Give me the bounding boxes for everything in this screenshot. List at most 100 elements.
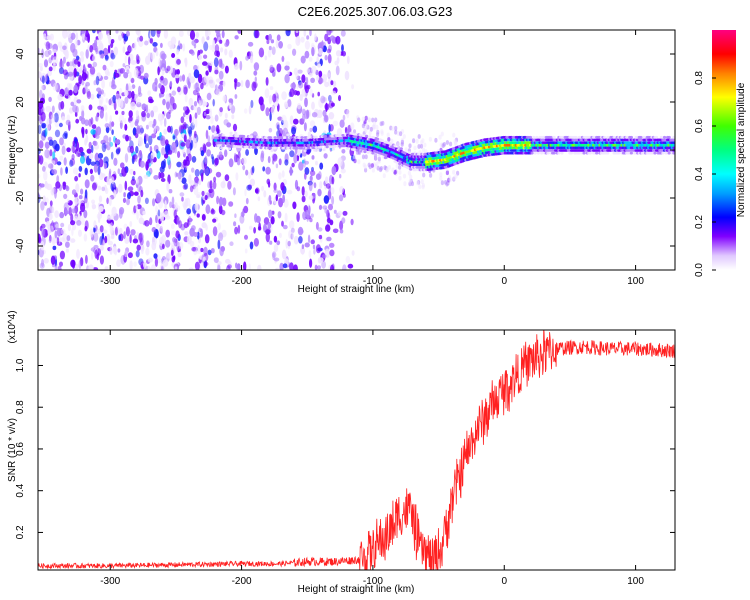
heatmap-cell (296, 186, 301, 192)
heatmap-cell (49, 33, 55, 41)
heatmap-cell (281, 170, 285, 178)
heatmap-cell (205, 110, 209, 115)
heatmap-cell (124, 55, 128, 64)
heatmap-cell (292, 48, 297, 56)
heatmap-cell (75, 183, 80, 194)
heatmap-cell (653, 151, 657, 155)
heatmap-cell (253, 70, 258, 76)
heatmap-cell (403, 181, 407, 187)
heatmap-cell (67, 71, 74, 77)
colorbar-label: Normalized spectral amplitude (736, 82, 747, 217)
heatmap-cell (92, 61, 98, 68)
heatmap-cell (171, 230, 176, 236)
heatmap-cell (203, 41, 209, 52)
heatmap-cell (274, 267, 280, 270)
heatmap-cell (333, 209, 337, 214)
heatmap-cell (38, 101, 44, 109)
heatmap-cell (118, 209, 123, 219)
colorbar-tick-label: 0.4 (694, 167, 705, 181)
heatmap-cell (321, 40, 324, 51)
heatmap-cell (441, 143, 445, 149)
heatmap-cell (81, 79, 85, 86)
heatmap-cell (191, 156, 197, 163)
heatmap-cell (150, 110, 155, 118)
heatmap-cell (194, 169, 200, 177)
heatmap-cell (133, 41, 137, 51)
heatmap-cell (180, 142, 186, 147)
heatmap-cell (291, 126, 297, 135)
heatmap-cell (268, 33, 272, 41)
heatmap-cell (48, 66, 53, 72)
heatmap-cell (54, 223, 60, 228)
heatmap-cell (70, 213, 74, 223)
heatmap-cell (251, 81, 257, 92)
heatmap-cell (189, 114, 192, 123)
heatmap-cell (280, 182, 285, 191)
heatmap-cell (363, 164, 367, 170)
heatmap-cell (151, 133, 157, 139)
heatmap-cell (189, 76, 195, 84)
heatmap-cell (160, 178, 166, 182)
snr-ytick-label: 0.6 (15, 442, 26, 456)
heatmap-cell (326, 48, 332, 54)
heatmap-cell (364, 115, 368, 121)
heatmap-cell (324, 176, 329, 184)
heatmap-cell (603, 135, 607, 139)
heatmap-cell (210, 115, 214, 124)
heatmap-cell (91, 202, 96, 210)
heatmap-cell (350, 218, 354, 226)
heatmap-cell (222, 80, 226, 87)
heatmap-cell (445, 170, 449, 176)
heatmap-cell (321, 260, 326, 269)
heatmap-cell (330, 264, 335, 270)
heatmap-cell (121, 167, 127, 177)
heatmap-cell (55, 181, 61, 189)
heatmap-cell (448, 177, 452, 183)
spectrogram-x-label: Height of straight line (km) (298, 284, 415, 295)
heatmap-cell (227, 147, 232, 151)
heatmap-cell (181, 196, 184, 202)
heatmap-cell (279, 232, 282, 238)
heatmap-cell (117, 97, 122, 108)
heatmap-cell (445, 140, 449, 145)
heatmap-cell (43, 258, 49, 264)
heatmap-cell (105, 187, 109, 194)
heatmap-cell (202, 256, 206, 262)
heatmap-cell (318, 257, 324, 263)
heatmap-cell (180, 125, 184, 134)
heatmap-cell (243, 261, 247, 270)
snr-y-label: SNR (10 * v/v) (7, 418, 18, 482)
heatmap-cell (77, 152, 81, 157)
heatmap-cell (391, 167, 395, 173)
heatmap-cell (217, 222, 221, 231)
heatmap-cell (177, 151, 181, 158)
heatmap-cell (84, 225, 88, 232)
heatmap-cell (252, 81, 258, 89)
heatmap-cell (73, 59, 79, 65)
heatmap-cell (201, 36, 205, 45)
heatmap-cell (283, 136, 287, 139)
heatmap-cell (44, 127, 48, 137)
heatmap-cell (184, 231, 189, 236)
heatmap-cell (191, 167, 195, 173)
heatmap-cell (194, 261, 200, 270)
heatmap-cell (49, 149, 53, 157)
heatmap-cell (286, 146, 290, 150)
heatmap-cell (184, 59, 188, 68)
heatmap-cell (101, 142, 107, 153)
heatmap-cell (101, 53, 104, 59)
heatmap-cell (137, 136, 143, 147)
heatmap-cell (263, 190, 267, 198)
heatmap-cell (263, 217, 270, 225)
heatmap-cell (128, 56, 131, 66)
heatmap-cell (103, 75, 109, 80)
heatmap-cell (275, 163, 279, 169)
heatmap-cell (287, 43, 292, 50)
heatmap-cell (102, 104, 108, 111)
heatmap-cell (407, 170, 411, 176)
heatmap-cell (248, 263, 251, 270)
heatmap-cell (532, 135, 536, 139)
heatmap-cell (110, 227, 115, 238)
heatmap-cell (38, 236, 42, 244)
heatmap-cell (281, 55, 285, 63)
